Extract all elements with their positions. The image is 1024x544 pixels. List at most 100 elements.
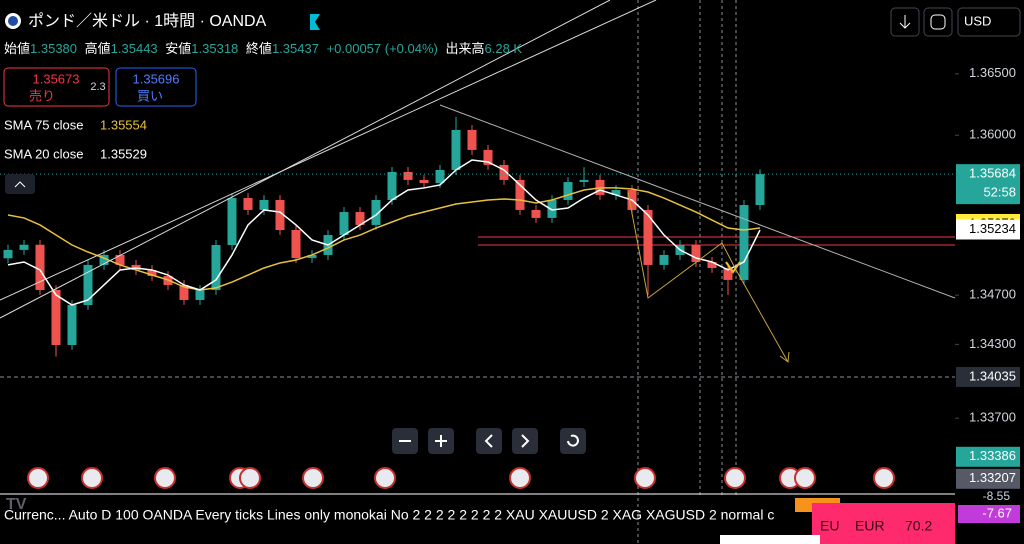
candle-body [387, 171, 397, 200]
candle-body [307, 254, 317, 259]
side-value: -8.55 [983, 489, 1011, 503]
candle-body [19, 244, 29, 250]
candle-body [99, 254, 109, 265]
side-value: -7.67 [982, 505, 1012, 520]
refresh-icon [930, 14, 946, 30]
logo: TV [6, 496, 27, 513]
candle-body [3, 249, 13, 259]
candle-body [467, 130, 477, 150]
y-tick-label: 1.34700 [969, 287, 1016, 302]
sma-line [7, 187, 761, 291]
flag-icon [8, 16, 18, 26]
change: +0.00057 (+0.04%) [327, 41, 438, 56]
candle-body [291, 229, 301, 259]
candle-body [579, 179, 589, 183]
sell-price: 1.35673 [33, 71, 80, 86]
ohlc-label: 安値 [165, 41, 191, 56]
candle-body [691, 245, 701, 262]
candle-body [643, 209, 653, 265]
sma-line [7, 159, 761, 306]
candle-body [563, 182, 573, 200]
price-badge-label: 1.33207 [969, 470, 1016, 485]
price-badge-label: 1.35234 [969, 221, 1016, 236]
candle-body [83, 264, 93, 306]
candle-body [179, 284, 189, 300]
candle-body [419, 179, 429, 184]
candle-body [755, 174, 765, 206]
price-badge [956, 219, 1020, 240]
sell-label: 売り [29, 88, 55, 103]
candle-body [739, 205, 749, 280]
scroll-right-button[interactable] [512, 428, 538, 454]
candle-body [67, 305, 77, 345]
spread: 2.3 [90, 81, 105, 93]
candle-body [195, 290, 205, 300]
footer-text: Currenc... Auto D 100 OANDA Every ticks … [4, 507, 774, 523]
currency: USD [964, 13, 991, 28]
price-badge-label: 1.35684 [969, 166, 1016, 181]
candle-body [355, 212, 365, 225]
buy-price: 1.35696 [133, 71, 180, 86]
collapse-button[interactable] [5, 174, 35, 194]
candle-body [547, 199, 557, 218]
candle-body [611, 190, 621, 195]
market-icon [310, 14, 320, 30]
price-axis: 1.36500 1.36000 1.34700 1.34300 1.33700 1.356… [955, 65, 1020, 489]
symbol-title: ポンド／米ドル · 1時間 · OANDA [28, 12, 267, 30]
price-badge [956, 468, 1020, 489]
candle-body [227, 198, 237, 245]
drawings [0, 0, 956, 363]
collapse-icon [14, 181, 26, 188]
scroll-left-button[interactable] [476, 428, 502, 454]
candle-body [35, 244, 45, 291]
price-badge-label: 1.34035 [969, 368, 1016, 383]
y-tick-label: 1.36500 [969, 65, 1016, 80]
candle-body [499, 164, 509, 180]
indicator-name: SMA 75 close [4, 117, 84, 132]
indicator-value: 1.35529 [100, 146, 147, 161]
candle-body [707, 261, 717, 268]
ohlc-value: 1.35318 [191, 41, 238, 56]
candle-body [451, 130, 461, 170]
countdown: 52:58 [983, 185, 1016, 200]
buy-label: 買い [137, 88, 163, 103]
candle-body [723, 267, 733, 280]
footer-badge-text: EUR [855, 518, 885, 534]
candle-body [531, 209, 541, 218]
price-badge [956, 366, 1020, 387]
indicator-name: SMA 20 close [4, 146, 84, 161]
candle-body [435, 169, 445, 184]
candle-body [51, 290, 61, 345]
reset-button[interactable] [560, 428, 586, 454]
y-tick-label: 1.34300 [969, 336, 1016, 351]
ohlc-label: 終値 [246, 41, 272, 56]
plot [0, 116, 955, 378]
candle-body [659, 254, 669, 265]
price-badge-label: 1.33386 [969, 448, 1016, 463]
download-icon [899, 15, 911, 29]
candle-body [275, 199, 285, 230]
candle-body [403, 171, 413, 180]
candle-body [259, 199, 269, 210]
candle-body [147, 269, 157, 276]
ohlc-value: 1.35443 [111, 41, 158, 56]
event-flags [27, 467, 895, 489]
candle-body [371, 199, 381, 225]
ohlc-value: 1.35437 [272, 41, 319, 56]
ohlc-label: 始値 [4, 41, 30, 56]
sell-button[interactable] [3, 67, 110, 107]
nav-toolbar [392, 428, 586, 454]
ohlc-label: 高値 [85, 41, 111, 56]
candle-body [515, 179, 525, 210]
currency-button[interactable] [957, 7, 1021, 37]
candle-body [211, 245, 221, 291]
candle-body [115, 254, 125, 265]
volume: 6.28 K [485, 41, 523, 56]
ohlc-row: 始値1.35380 高値1.35443 安値1.35318 終値1.35437 … [4, 41, 522, 56]
buy-button[interactable] [115, 67, 197, 107]
side-badge [958, 505, 1020, 523]
refresh-button[interactable] [923, 7, 953, 37]
indicator-value: 1.35554 [100, 117, 147, 132]
scrollbar [720, 535, 820, 544]
